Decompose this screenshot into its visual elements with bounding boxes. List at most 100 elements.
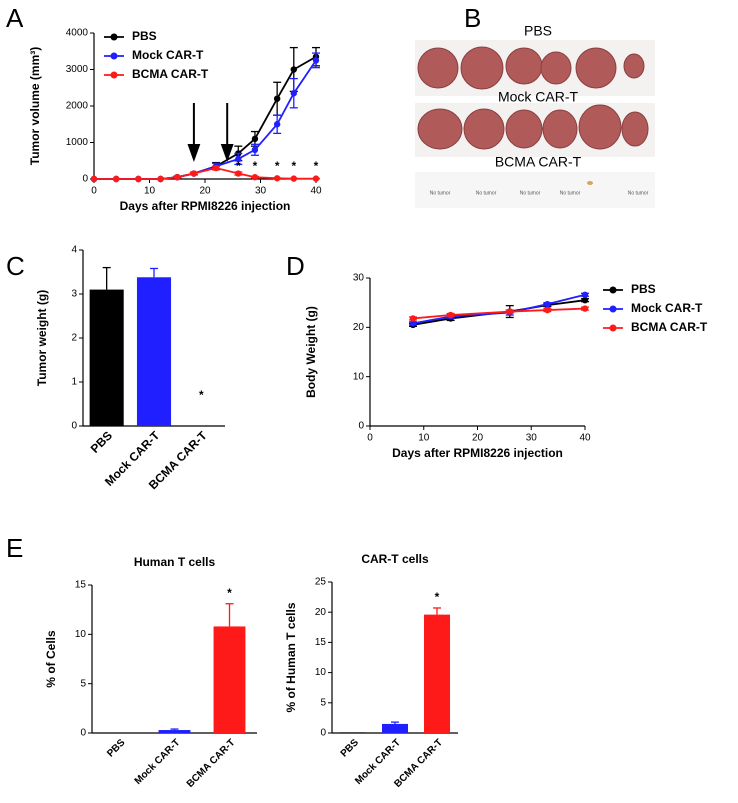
marker xyxy=(544,306,551,314)
x-tick-label: Mock CAR-T xyxy=(133,737,183,787)
marker xyxy=(135,175,142,183)
legend-label: BCMA CAR-T xyxy=(132,67,209,81)
photo-label: Mock CAR-T xyxy=(498,89,579,105)
y-axis-label: % of Human T cells xyxy=(284,602,298,712)
error-bar xyxy=(150,267,158,278)
error-bar xyxy=(102,266,111,290)
no-tumor-label: No tumor xyxy=(520,190,541,196)
y-tick-label: 20 xyxy=(315,607,327,618)
no-tumor-label: No tumor xyxy=(430,190,451,196)
marker xyxy=(273,175,281,182)
marker xyxy=(581,297,589,304)
marker xyxy=(212,164,220,172)
x-tick-label: 10 xyxy=(418,433,430,444)
marker xyxy=(251,146,259,153)
bar xyxy=(381,723,409,733)
x-tick-label: PBS xyxy=(88,428,115,455)
significance-label: * xyxy=(236,159,241,173)
y-tick-label: 10 xyxy=(315,667,327,678)
legend-marker xyxy=(609,305,617,313)
x-axis-label: Days after RPMI8226 injection xyxy=(120,199,291,213)
y-tick-label: 15 xyxy=(75,580,87,591)
y-tick-label: 3000 xyxy=(66,64,89,75)
marker xyxy=(251,173,259,181)
significance-label: * xyxy=(227,586,232,600)
marker xyxy=(273,95,281,102)
bar xyxy=(89,289,124,426)
y-tick-label: 25 xyxy=(315,577,327,588)
significance-label: * xyxy=(314,159,319,173)
no-tumor-label: No tumor xyxy=(476,190,497,196)
marker xyxy=(273,121,281,128)
marker xyxy=(235,155,242,163)
panel-letter: A xyxy=(6,3,24,33)
x-tick-label: 0 xyxy=(91,186,97,197)
y-tick-label: 0 xyxy=(71,421,77,432)
y-tick-label: 0 xyxy=(80,728,86,739)
x-tick-label: 40 xyxy=(579,433,591,444)
bar xyxy=(339,732,367,733)
photo-label: PBS xyxy=(524,23,552,39)
y-tick-label: 2000 xyxy=(66,101,89,112)
marker xyxy=(581,305,589,312)
y-tick-label: 4000 xyxy=(66,28,89,39)
marker xyxy=(113,175,120,183)
legend-label: PBS xyxy=(132,29,157,43)
significance-label: * xyxy=(291,159,296,173)
marker xyxy=(312,57,320,64)
error-bar xyxy=(225,603,234,627)
x-tick-label: BCMA CAR-T xyxy=(185,737,238,790)
error-bar xyxy=(170,728,179,731)
y-axis-label: Tumor volume (mm³) xyxy=(28,47,42,165)
marker xyxy=(157,175,164,183)
marker xyxy=(235,170,242,177)
chart-title: Human T cells xyxy=(134,555,216,569)
significance-label: * xyxy=(435,590,440,604)
x-tick-label: 40 xyxy=(310,186,322,197)
photo-label: BCMA CAR-T xyxy=(495,154,582,170)
marker xyxy=(290,175,297,182)
y-axis-label: % of Cells xyxy=(44,630,58,688)
x-axis-label: Days after RPMI8226 injection xyxy=(392,446,563,460)
legend-label: BCMA CAR-T xyxy=(631,320,708,334)
legend-marker xyxy=(609,324,617,332)
no-tumor-label: No tumor xyxy=(560,190,581,196)
x-tick-label: 30 xyxy=(526,433,538,444)
error-bar xyxy=(391,721,399,724)
marker xyxy=(251,135,259,143)
y-tick-label: 20 xyxy=(353,322,365,333)
y-tick-label: 0 xyxy=(320,728,326,739)
x-tick-label: 0 xyxy=(367,433,373,444)
legend-marker xyxy=(609,286,617,294)
y-tick-label: 10 xyxy=(353,371,365,382)
y-tick-label: 30 xyxy=(353,273,365,284)
bar xyxy=(423,614,451,733)
y-axis-label: Body Weight (g) xyxy=(304,306,318,398)
legend-label: Mock CAR-T xyxy=(631,301,703,315)
x-tick-label: 30 xyxy=(255,186,267,197)
y-axis-label: Tumor weight (g) xyxy=(35,290,49,386)
marker xyxy=(447,311,454,319)
y-tick-label: 0 xyxy=(358,421,364,432)
marker xyxy=(190,170,198,177)
x-tick-label: 10 xyxy=(144,186,156,197)
marker xyxy=(90,175,98,183)
y-tick-label: 15 xyxy=(315,637,327,648)
bar xyxy=(158,730,191,733)
panel-letter: B xyxy=(464,3,481,33)
y-tick-label: 10 xyxy=(75,629,87,640)
chart-title: CAR-T cells xyxy=(361,552,429,566)
arrow xyxy=(187,103,201,162)
x-tick-label: 20 xyxy=(472,433,484,444)
bar xyxy=(213,626,246,733)
x-tick-label: PBS xyxy=(339,737,362,760)
y-tick-label: 4 xyxy=(71,245,77,256)
error-bar xyxy=(433,607,441,615)
significance-label: * xyxy=(253,159,258,173)
marker xyxy=(290,66,297,73)
y-tick-label: 3 xyxy=(71,289,77,300)
y-tick-label: 5 xyxy=(320,697,326,708)
marker xyxy=(409,315,417,322)
x-tick-label: 20 xyxy=(199,186,211,197)
